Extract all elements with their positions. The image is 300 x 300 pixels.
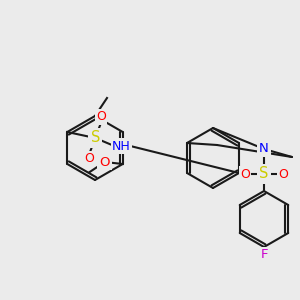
- Text: O: O: [240, 167, 250, 181]
- Text: S: S: [91, 130, 100, 146]
- Text: O: O: [96, 110, 106, 124]
- Text: N: N: [259, 142, 269, 155]
- Text: O: O: [84, 152, 94, 166]
- Text: O: O: [278, 167, 288, 181]
- Text: NH: NH: [112, 140, 131, 152]
- Text: O: O: [100, 155, 110, 169]
- Text: F: F: [260, 248, 268, 262]
- Text: S: S: [259, 167, 269, 182]
